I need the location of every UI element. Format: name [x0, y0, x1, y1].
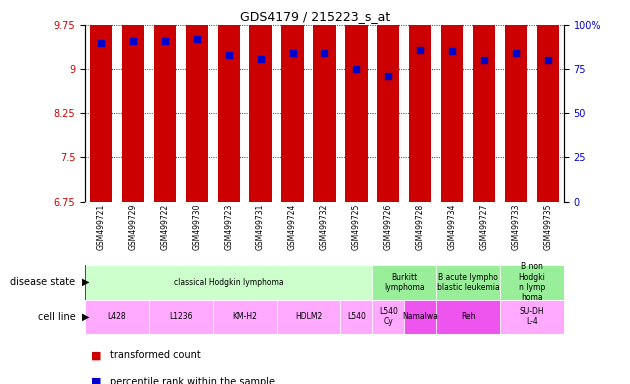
Bar: [282, 0, 304, 202]
Point: [383, 73, 393, 79]
Text: L428: L428: [108, 312, 126, 321]
Bar: [441, 0, 463, 202]
Point: [192, 36, 202, 42]
Point: [511, 50, 521, 56]
Text: GSM499732: GSM499732: [320, 204, 329, 250]
Bar: [277, 300, 340, 334]
Text: ■: ■: [91, 350, 105, 360]
Bar: [404, 300, 436, 334]
Text: transformed count: transformed count: [110, 350, 201, 360]
Bar: [372, 300, 404, 334]
Bar: [149, 300, 213, 334]
Point: [256, 55, 266, 61]
Point: [128, 38, 138, 44]
Bar: [85, 265, 372, 300]
Text: GSM499728: GSM499728: [416, 204, 425, 250]
Text: L540
Cy: L540 Cy: [379, 307, 398, 326]
Text: HDLM2: HDLM2: [295, 312, 322, 321]
Bar: [436, 300, 500, 334]
Text: Namalwa: Namalwa: [403, 312, 438, 321]
Text: L1236: L1236: [169, 312, 193, 321]
Text: percentile rank within the sample: percentile rank within the sample: [110, 377, 275, 384]
Point: [479, 57, 489, 63]
Text: GSM499731: GSM499731: [256, 204, 265, 250]
Text: classical Hodgkin lymphoma: classical Hodgkin lymphoma: [174, 278, 284, 287]
Text: GSM499723: GSM499723: [224, 204, 233, 250]
Point: [543, 57, 553, 63]
Text: GSM499733: GSM499733: [512, 204, 520, 250]
Point: [319, 50, 329, 56]
Text: B non
Hodgki
n lymp
homa: B non Hodgki n lymp homa: [518, 262, 546, 302]
Bar: [340, 300, 372, 334]
Text: GSM499730: GSM499730: [192, 204, 201, 250]
Text: GSM499734: GSM499734: [448, 204, 457, 250]
Point: [352, 66, 362, 72]
Text: GSM499725: GSM499725: [352, 204, 361, 250]
Point: [287, 50, 297, 56]
Point: [447, 48, 457, 55]
Text: L540: L540: [347, 312, 366, 321]
Text: GSM499729: GSM499729: [129, 204, 137, 250]
Text: Burkitt
lymphoma: Burkitt lymphoma: [384, 273, 425, 292]
Bar: [249, 0, 272, 202]
Bar: [186, 0, 208, 202]
Text: disease state: disease state: [11, 277, 79, 287]
Text: GSM499721: GSM499721: [96, 204, 105, 250]
Text: ■: ■: [91, 377, 105, 384]
Text: Reh: Reh: [461, 312, 476, 321]
Text: GSM499727: GSM499727: [479, 204, 488, 250]
Bar: [372, 265, 436, 300]
Text: GDS4179 / 215223_s_at: GDS4179 / 215223_s_at: [240, 10, 390, 23]
Bar: [500, 300, 564, 334]
Point: [415, 46, 425, 53]
Point: [160, 38, 170, 44]
Point: [224, 52, 234, 58]
Bar: [505, 0, 527, 202]
Text: ▶: ▶: [82, 277, 89, 287]
Text: ▶: ▶: [82, 312, 89, 322]
Text: GSM499722: GSM499722: [161, 204, 169, 250]
Text: SU-DH
L-4: SU-DH L-4: [520, 307, 544, 326]
Bar: [90, 0, 112, 202]
Text: KM-H2: KM-H2: [232, 312, 257, 321]
Bar: [436, 265, 500, 300]
Bar: [313, 0, 336, 202]
Text: GSM499735: GSM499735: [544, 204, 553, 250]
Bar: [409, 0, 432, 202]
Bar: [213, 300, 277, 334]
Bar: [377, 0, 399, 202]
Bar: [500, 265, 564, 300]
Text: B acute lympho
blastic leukemia: B acute lympho blastic leukemia: [437, 273, 500, 292]
Bar: [154, 0, 176, 202]
Text: GSM499724: GSM499724: [288, 204, 297, 250]
Bar: [345, 0, 367, 202]
Text: GSM499726: GSM499726: [384, 204, 392, 250]
Point: [96, 40, 106, 46]
Text: cell line: cell line: [38, 312, 79, 322]
Bar: [473, 0, 495, 202]
Bar: [85, 300, 149, 334]
Bar: [122, 0, 144, 202]
Bar: [537, 0, 559, 202]
Bar: [217, 0, 240, 202]
